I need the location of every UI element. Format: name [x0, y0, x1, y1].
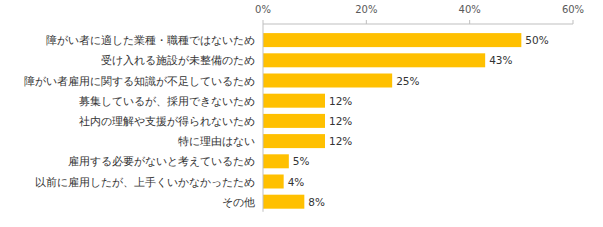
x-tick-label: 40%: [459, 4, 481, 15]
category-label: 障がい者に適した業種・職種ではないため: [46, 34, 255, 46]
category-label: 受け入れる施設が未整備のため: [101, 54, 255, 67]
category-label: 障がい者雇用に関する知識が不足しているため: [24, 75, 255, 88]
data-label: 8%: [308, 196, 325, 208]
data-label: 12%: [329, 135, 352, 147]
x-tick-label: 0%: [255, 4, 271, 15]
category-label: 募集しているが、採用できないため: [79, 95, 255, 107]
data-label: 5%: [293, 155, 310, 167]
chart-container: 0% 20% 40% 60% 障がい者に適した業種・職種ではないため 50% 受け入れる施設…: [0, 0, 603, 227]
bar: [263, 114, 325, 128]
bar: [263, 53, 485, 67]
category-label: 以前に雇用したが、上手くいかなかったため: [35, 176, 255, 188]
y-axis-line: [263, 24, 264, 212]
category-label: その他: [222, 196, 255, 208]
category-label: 社内の理解や支援が得られないため: [79, 115, 255, 127]
data-label: 50%: [525, 34, 548, 46]
bar: [263, 94, 325, 108]
bar: [263, 195, 304, 209]
data-label: 25%: [396, 75, 419, 87]
x-tick: [263, 20, 264, 24]
x-tick: [573, 20, 574, 24]
bar: [263, 134, 325, 148]
x-tick-label: 60%: [562, 4, 584, 15]
x-tick-label: 20%: [355, 4, 377, 15]
x-tick: [469, 20, 470, 24]
x-axis-line: [263, 24, 573, 25]
bar: [263, 154, 289, 168]
category-label: 特に理由はない: [178, 135, 255, 147]
bar: [263, 33, 521, 47]
data-label: 12%: [329, 95, 352, 107]
bars: [263, 33, 521, 209]
data-label: 12%: [329, 115, 352, 127]
category-label: 雇用する必要がないと考えているため: [68, 155, 255, 168]
data-label: 43%: [489, 54, 512, 66]
x-tick: [366, 20, 367, 24]
chart-svg: 0% 20% 40% 60% 障がい者に適した業種・職種ではないため 50% 受け入れる施設…: [0, 0, 603, 227]
bar: [263, 74, 392, 88]
data-label: 4%: [288, 176, 305, 188]
bar: [263, 175, 284, 189]
